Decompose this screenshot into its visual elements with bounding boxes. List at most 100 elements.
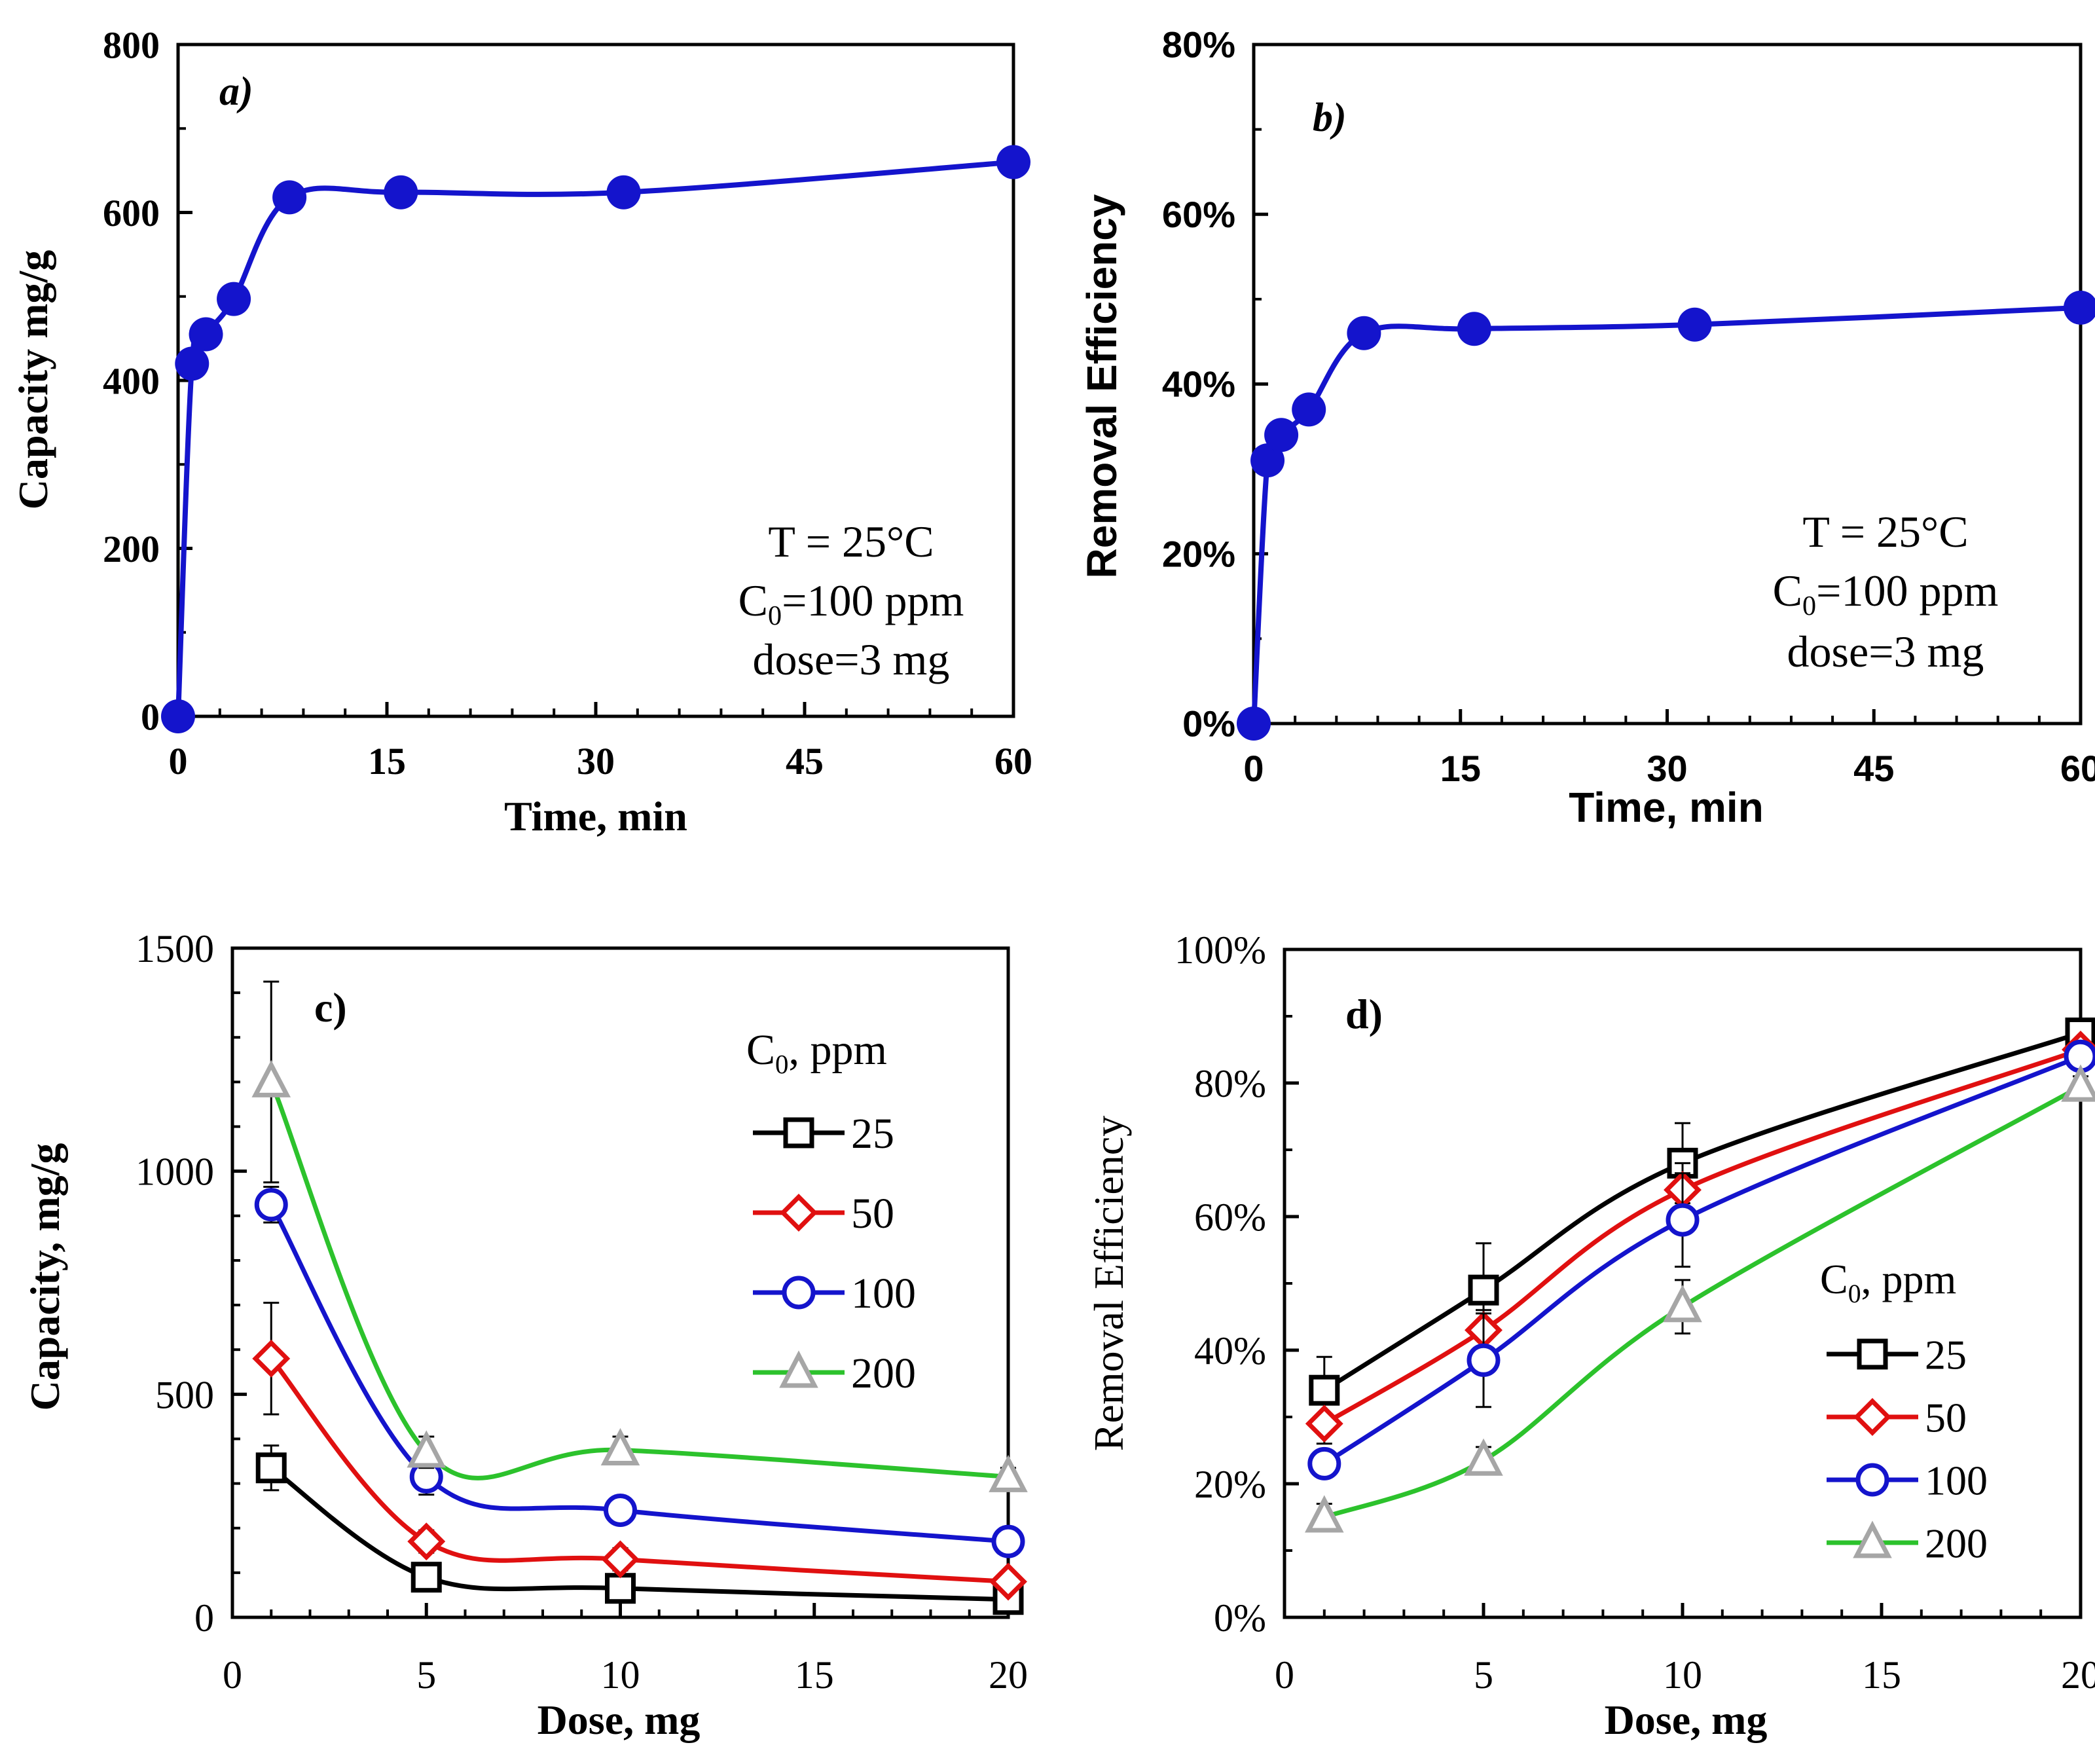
annotation-c-subscript: 0 bbox=[768, 600, 782, 631]
legend-marker bbox=[783, 1117, 814, 1148]
marker-200 bbox=[1464, 1438, 1503, 1476]
series-line-100 bbox=[1322, 1054, 2082, 1466]
annotation-temperature: T = 25°C bbox=[1802, 507, 1968, 557]
data-point bbox=[384, 175, 418, 210]
marker-100 bbox=[1307, 1446, 1341, 1480]
data-point bbox=[1250, 443, 1285, 478]
y-tick-label: 1000 bbox=[136, 1150, 214, 1194]
y-tick-label: 20% bbox=[1194, 1463, 1266, 1506]
x-axis-label: Dose, mg bbox=[1605, 1697, 1768, 1743]
annotation-c-subscript: 0 bbox=[1802, 591, 1816, 621]
legend-label: 200 bbox=[1925, 1520, 1988, 1566]
x-tick-label: 15 bbox=[368, 740, 406, 782]
marker-200 bbox=[1663, 1285, 1702, 1323]
y-tick-label: 0 bbox=[194, 1596, 214, 1640]
data-point bbox=[175, 346, 210, 381]
x-tick-label: 0 bbox=[1243, 748, 1264, 789]
legend-entry-200: 200 bbox=[1827, 1520, 1988, 1566]
marker-50 bbox=[601, 1540, 640, 1579]
y-axis-label: Capacity, mg/g bbox=[22, 1143, 68, 1411]
legend-label: 25 bbox=[1925, 1331, 1967, 1378]
series-line-25 bbox=[1322, 1031, 2082, 1393]
marker-100 bbox=[1466, 1343, 1501, 1377]
legend-title-suffix: , ppm bbox=[1861, 1256, 1957, 1302]
x-tick-label: 0 bbox=[169, 740, 188, 782]
marker-25 bbox=[1309, 1374, 1340, 1406]
legend-marker bbox=[1853, 1520, 1892, 1558]
series-line-50 bbox=[269, 1357, 1009, 1584]
x-tick-label: 0 bbox=[223, 1653, 242, 1697]
x-tick-label: 60 bbox=[2060, 748, 2095, 789]
y-tick-label: 40% bbox=[1162, 363, 1235, 405]
x-tick-label: 0 bbox=[1275, 1653, 1294, 1697]
legend-entry-100: 100 bbox=[753, 1270, 916, 1317]
series-line-200 bbox=[269, 1081, 1009, 1480]
x-tick-label: 5 bbox=[1474, 1653, 1493, 1697]
series-line-50 bbox=[1323, 1047, 2082, 1426]
legend-title-suffix: , ppm bbox=[788, 1026, 886, 1074]
x-axis-label: Dose, mg bbox=[537, 1697, 701, 1743]
data-point bbox=[1457, 312, 1491, 346]
data-point bbox=[2064, 290, 2095, 325]
marker-25 bbox=[605, 1573, 636, 1604]
x-tick-label: 15 bbox=[1862, 1653, 1901, 1697]
x-tick-label: 15 bbox=[795, 1653, 834, 1697]
chart-panel-2: 0% 20% 40% 60% 80% 0 15 30 45 60 Time, min Removal … bbox=[1078, 24, 2095, 831]
annotation-concentration: C0=100 ppm bbox=[1773, 566, 1999, 621]
y-tick-label: 500 bbox=[155, 1373, 214, 1416]
y-tick-label: 0% bbox=[1214, 1596, 1266, 1640]
marker-200 bbox=[407, 1430, 446, 1468]
y-tick-label: 800 bbox=[103, 24, 160, 66]
legend-title: C0, ppm bbox=[1820, 1256, 1956, 1308]
y-axis-label: Capacity mg/g bbox=[10, 250, 56, 509]
y-tick-label: 1500 bbox=[136, 927, 214, 970]
x-tick-label: 30 bbox=[577, 740, 615, 782]
legend-marker bbox=[1855, 1463, 1889, 1497]
marker-200 bbox=[1305, 1495, 1344, 1533]
legend-entry-25: 25 bbox=[1827, 1331, 1967, 1378]
panel-label: b) bbox=[1313, 96, 1347, 140]
y-tick-label: 80% bbox=[1194, 1062, 1266, 1105]
panel-label: d) bbox=[1345, 991, 1383, 1037]
legend-label: 25 bbox=[851, 1110, 894, 1158]
plot-frame bbox=[1252, 43, 2083, 726]
marker-50 bbox=[1305, 1405, 1343, 1443]
marker-100 bbox=[1666, 1203, 1700, 1237]
chart-panel-1: 0 200 400 600 800 0 15 30 45 60 Time, min Capacity … bbox=[10, 24, 1032, 839]
y-tick-label: 20% bbox=[1162, 533, 1235, 574]
y-tick-label: 400 bbox=[103, 359, 160, 402]
y-tick-label: 60% bbox=[1162, 194, 1235, 235]
x-tick-label: 60 bbox=[994, 740, 1032, 782]
data-point bbox=[1347, 316, 1381, 350]
series-line-25 bbox=[270, 1465, 1009, 1602]
y-tick-label: 0 bbox=[141, 695, 160, 738]
y-tick-label: 100% bbox=[1175, 928, 1266, 972]
annotation-c-symbol: C bbox=[738, 576, 768, 625]
legend-title-sub: 0 bbox=[1848, 1279, 1861, 1308]
marker-50 bbox=[407, 1522, 446, 1561]
series-line-100 bbox=[269, 1204, 1009, 1544]
marker-200 bbox=[600, 1427, 640, 1465]
y-axis-label: Removal Efficiency bbox=[1085, 1116, 1132, 1451]
legend-entry-50: 50 bbox=[753, 1190, 894, 1238]
chart-panel-4: 0% 20% 40% 60% 80% 100% 0 5 10 15 20 Dose, mg Remova… bbox=[1085, 928, 2095, 1743]
annotation-c-value: =100 ppm bbox=[782, 576, 964, 625]
y-tick-label: 200 bbox=[103, 528, 160, 570]
annotation-c-value: =100 ppm bbox=[1816, 566, 1998, 616]
legend-title-sub: 0 bbox=[775, 1050, 788, 1079]
legend-label: 100 bbox=[851, 1270, 916, 1317]
data-point bbox=[272, 180, 307, 215]
legend-title-c: C bbox=[746, 1026, 775, 1074]
x-tick-label: 10 bbox=[1663, 1653, 1702, 1697]
y-tick-label: 600 bbox=[103, 192, 160, 234]
panel-label: a) bbox=[219, 69, 253, 114]
legend: C0, ppm 25 50 100 200 bbox=[1820, 1256, 1988, 1566]
marker-200 bbox=[2061, 1064, 2095, 1102]
series-line-200 bbox=[1323, 1084, 2082, 1520]
x-tick-label: 15 bbox=[1440, 748, 1481, 789]
annotation-concentration: C0=100 ppm bbox=[738, 576, 964, 631]
marker-200 bbox=[251, 1059, 291, 1097]
series-line bbox=[175, 159, 1014, 717]
